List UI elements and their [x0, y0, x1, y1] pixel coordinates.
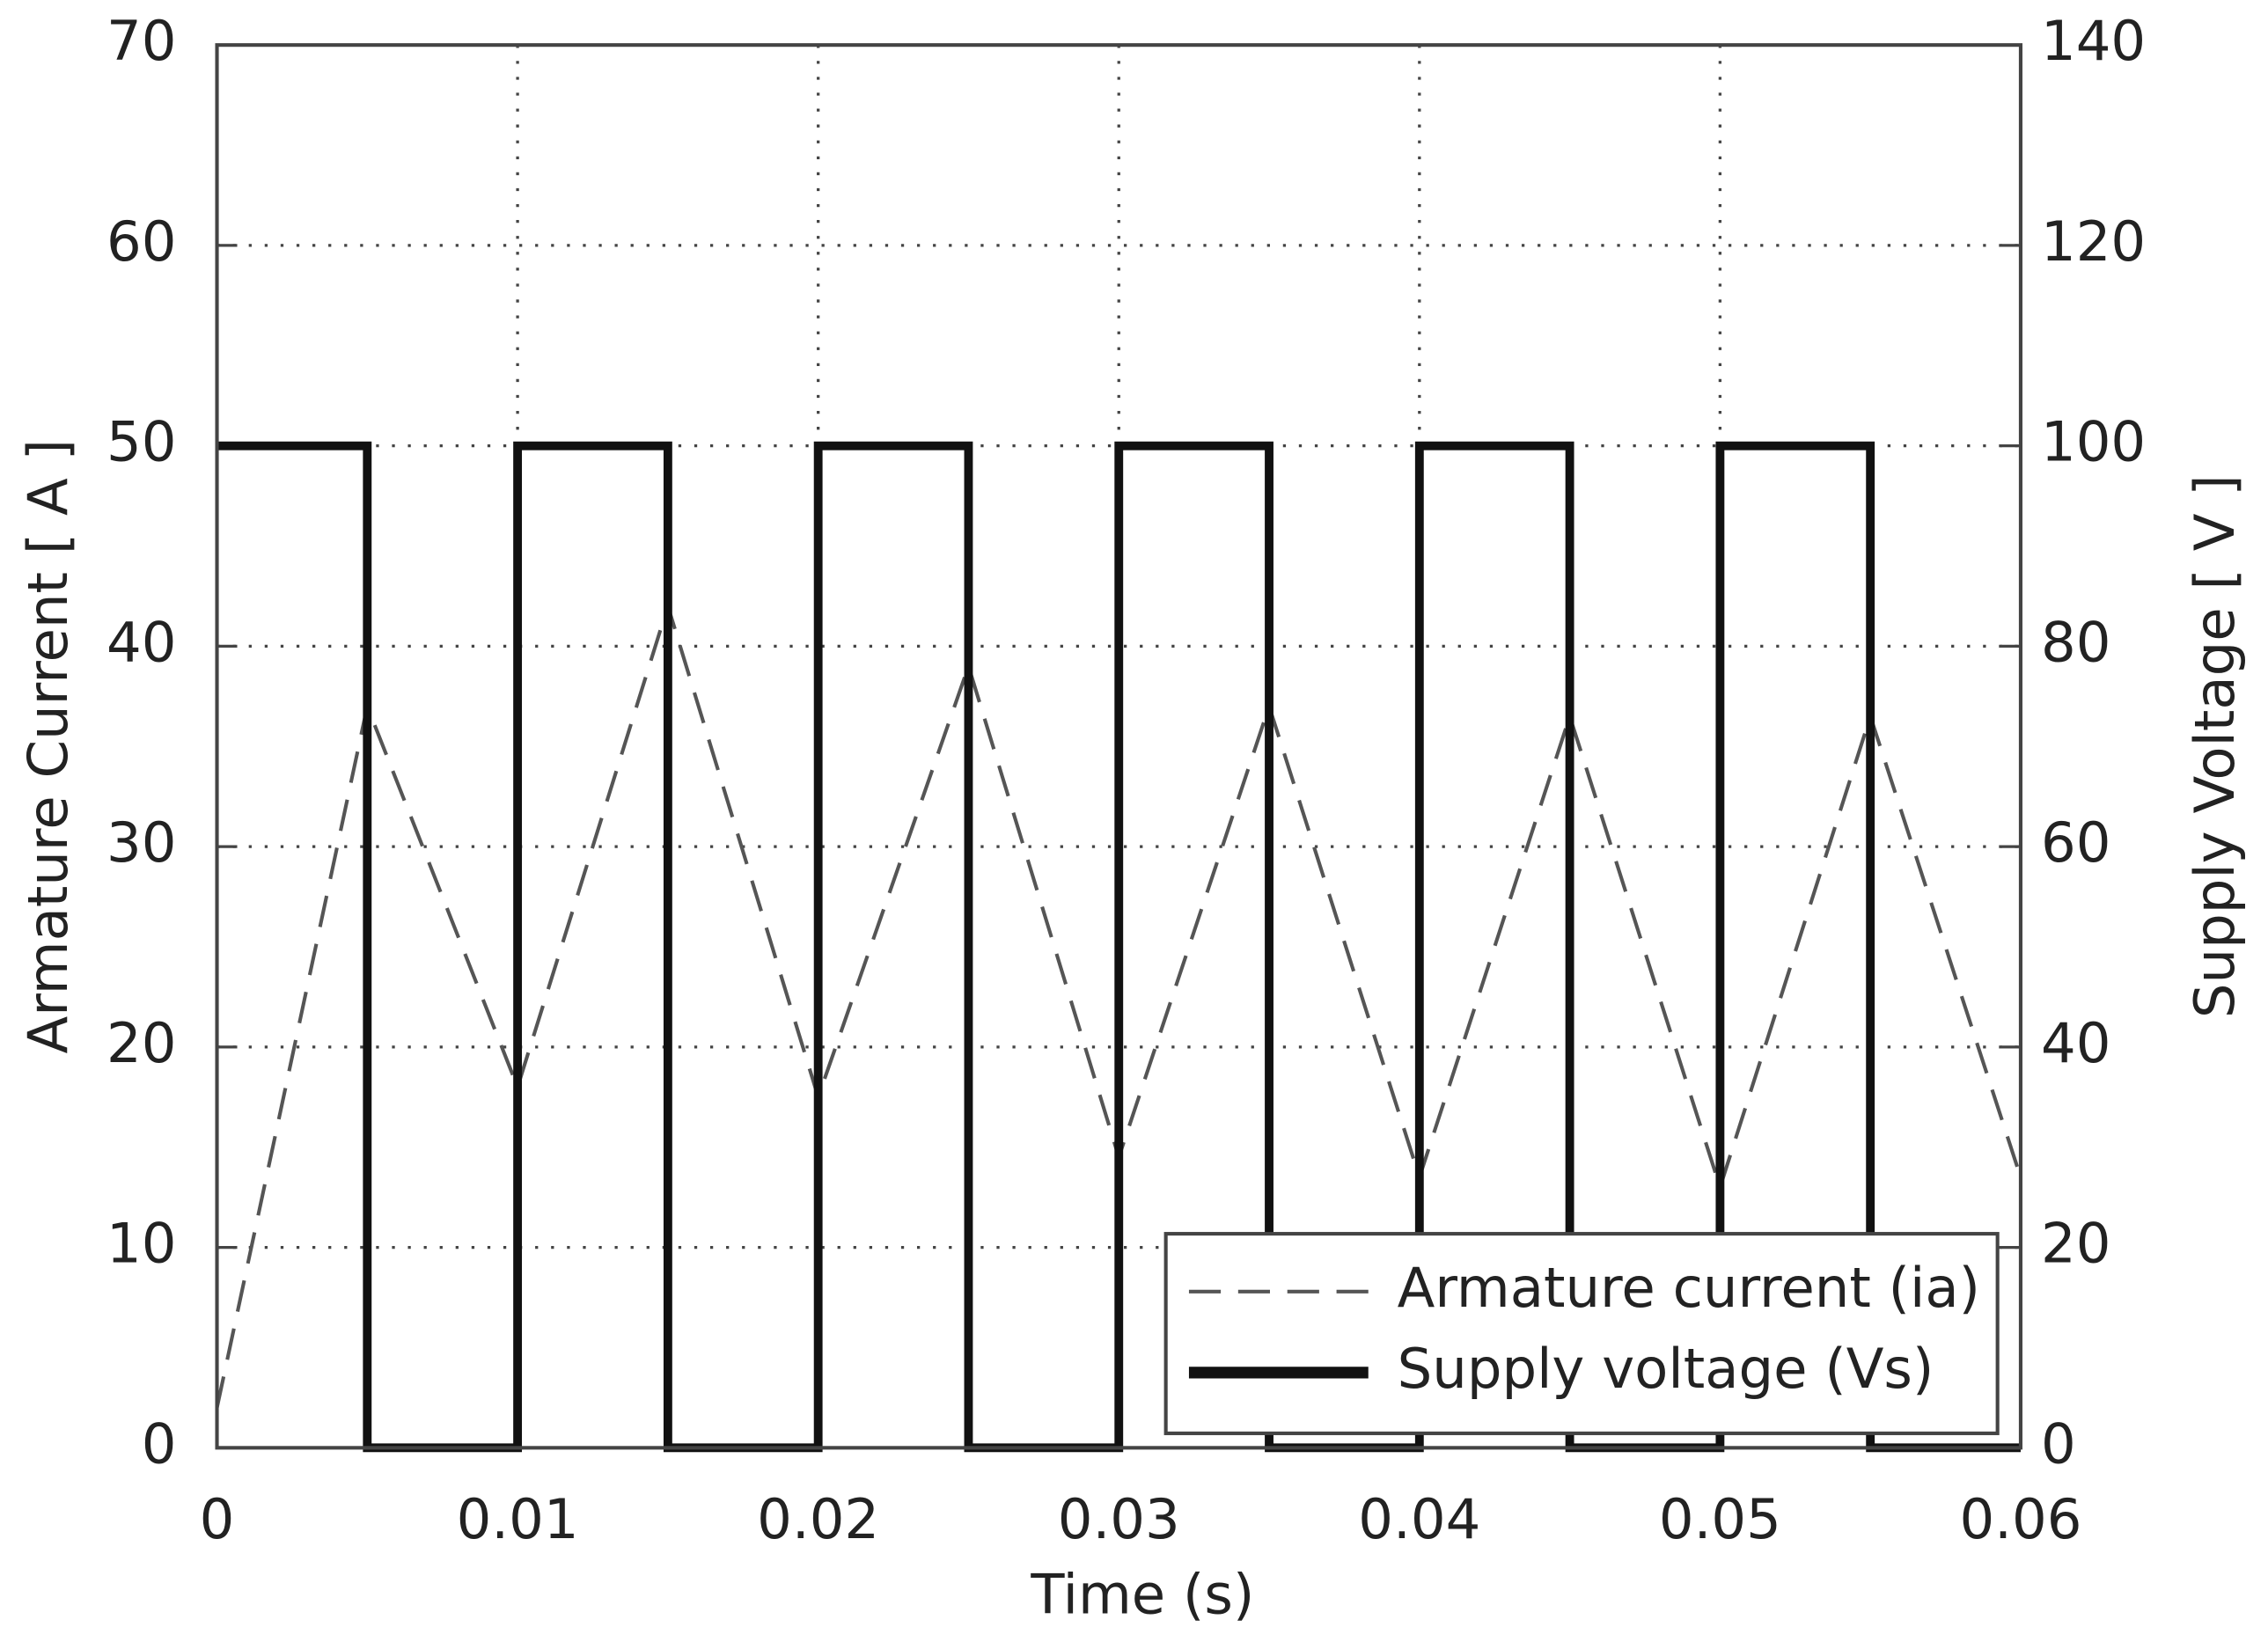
x-tick-label: 0.06: [1959, 1487, 2081, 1551]
y-tick-label: 10: [106, 1212, 176, 1276]
legend-box: [1163, 1232, 2000, 1435]
x-tick-label: 0.05: [1659, 1487, 1781, 1551]
y-tick-label: 30: [106, 810, 176, 875]
legend-label: Supply voltage (Vs): [1398, 1337, 1934, 1401]
y-tick-label: 40: [106, 610, 176, 674]
y2-axis-label: Supply Voltage [ V ]: [2183, 474, 2247, 1018]
x-tick-label: 0.02: [757, 1487, 879, 1551]
plot-frame: [215, 43, 2023, 1450]
y-tick-label: 60: [106, 209, 176, 274]
x-tick-label: 0.04: [1358, 1487, 1480, 1551]
y2-tick-label: 60: [2041, 810, 2110, 875]
y2-tick-label: 140: [2041, 9, 2146, 73]
x-tick-label: 0: [200, 1487, 235, 1551]
y-tick-label: 70: [106, 9, 176, 73]
x-axis-label: Time (s): [1030, 1562, 1254, 1626]
y2-tick-label: 80: [2041, 610, 2110, 674]
y-tick-label: 50: [106, 410, 176, 474]
x-tick-label: 0.03: [1058, 1487, 1180, 1551]
y2-tick-label: 0: [2041, 1411, 2076, 1476]
y-tick-label: 20: [106, 1011, 176, 1075]
y-tick-label: 0: [142, 1411, 177, 1476]
y2-tick-label: 40: [2041, 1011, 2110, 1075]
y2-tick-label: 100: [2041, 410, 2146, 474]
x-tick-label: 0.01: [457, 1487, 579, 1551]
y2-tick-label: 120: [2041, 209, 2146, 274]
y-axis-label: Armature Current [ A ]: [16, 439, 80, 1053]
y2-tick-label: 20: [2041, 1212, 2110, 1276]
legend-label: Armature current (ia): [1398, 1256, 1980, 1320]
